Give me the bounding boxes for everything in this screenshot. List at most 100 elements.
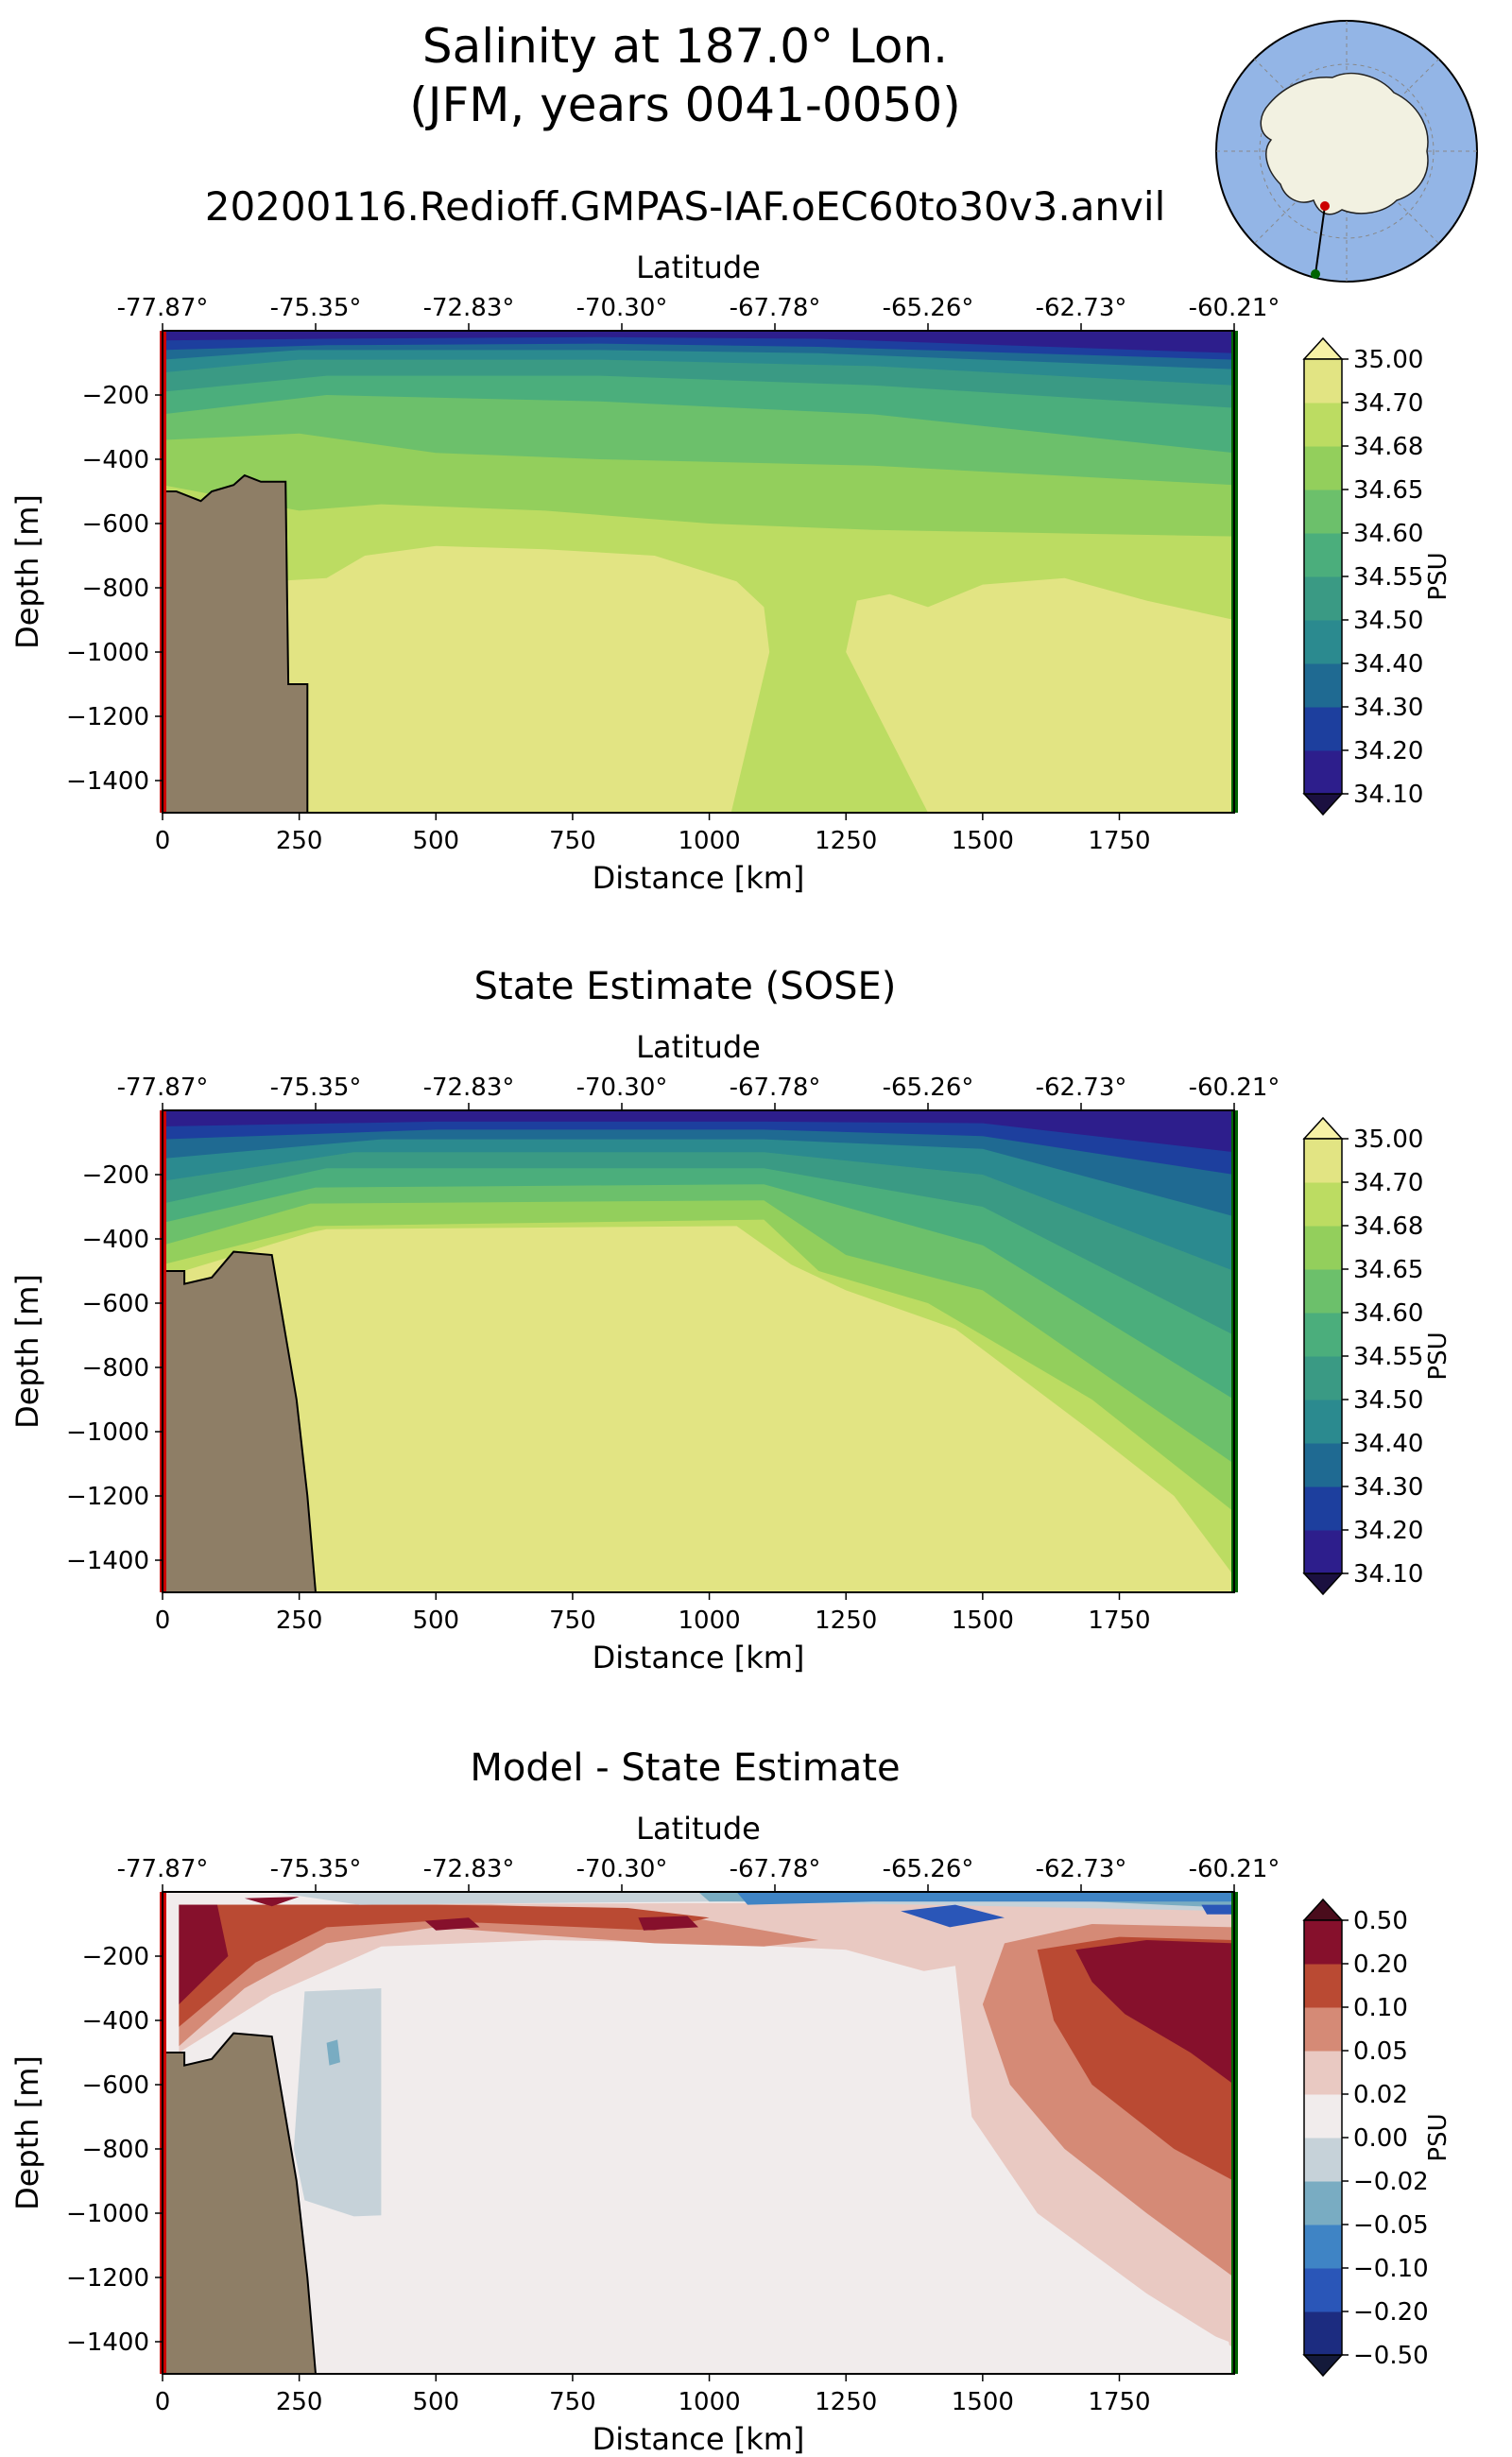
lat-tick-label: -75.35° — [270, 294, 362, 322]
colorbar-swatch — [1304, 1356, 1342, 1400]
colorbar-swatch — [1304, 663, 1342, 708]
colorbar-swatch — [1304, 1313, 1342, 1357]
x-tick-label: 1500 — [952, 827, 1014, 855]
x-axis-label: Distance [km] — [593, 1640, 805, 1675]
antarctica-landmass — [1260, 72, 1429, 215]
x-tick-label: 1500 — [952, 2388, 1014, 2416]
colorbar-swatch — [1304, 750, 1342, 795]
colorbar-label: PSU — [1424, 1332, 1452, 1380]
colorbar-swatch — [1304, 2181, 1342, 2225]
colorbar-swatch — [1304, 490, 1342, 534]
colorbar-tick-label: 34.60 — [1353, 1299, 1423, 1328]
x-tick-label: 750 — [549, 1606, 596, 1635]
colorbar-swatch — [1304, 2138, 1342, 2182]
run-name: 20200116.Redioff.GMPAS-IAF.oEC60to30v3.a… — [205, 183, 1166, 230]
plot-frame — [162, 1109, 1235, 1593]
colorbar-tick-label: 34.40 — [1353, 650, 1423, 679]
colorbar-tick-label: 0.10 — [1353, 1994, 1408, 2022]
lat-tick-label: -65.26° — [883, 1074, 974, 1102]
y-tick-label: −400 — [82, 1226, 149, 1254]
y-tick-label: −800 — [82, 2136, 149, 2164]
colorbar-tick-label: 35.00 — [1353, 346, 1423, 374]
seafloor-land — [163, 2032, 318, 2374]
colorbar-tick-label: 34.10 — [1353, 1560, 1423, 1589]
y-axis-label: Depth [m] — [9, 1274, 45, 1429]
panel-3: Model - State Estimate 0 250 500 750 1000 1250… — [9, 1746, 1452, 2457]
difference-region — [1075, 1940, 1234, 2085]
y-tick-label: −1000 — [66, 639, 149, 667]
y-tick-label: −600 — [82, 510, 149, 539]
figure-title-line2: (JFM, years 0041-0050) — [409, 77, 960, 132]
lat-tick-label: -62.73° — [1036, 294, 1127, 322]
colorbar-swatch — [1304, 707, 1342, 751]
colorbar-tick-label: 34.65 — [1353, 476, 1423, 505]
difference-region — [179, 1901, 1234, 2374]
x-tick-label: 750 — [549, 2388, 596, 2416]
panel-1: 0 250 500 750 1000 1250 1500 1750 Distance [km] -… — [9, 249, 1452, 896]
lat-tick-label: -67.78° — [730, 294, 821, 322]
difference-region — [638, 1916, 698, 1931]
colorbar-swatch — [1304, 1226, 1342, 1270]
inset-section-start — [1320, 201, 1330, 211]
colorbar-swatch — [1304, 446, 1342, 490]
colorbar-swatch — [1304, 1400, 1342, 1444]
colorbar-swatch — [1304, 533, 1342, 577]
colorbar-tick-label: 34.10 — [1353, 781, 1423, 809]
lat-tick-label: -62.73° — [1036, 1855, 1127, 1883]
colorbar-tick-label: 34.65 — [1353, 1256, 1423, 1284]
colorbar-tick-label: 0.50 — [1353, 1907, 1408, 1935]
colorbar-tick-label: 34.55 — [1353, 1343, 1423, 1371]
difference-region — [901, 1904, 1005, 1928]
lat-tick-label: -72.83° — [423, 294, 515, 322]
plot-frame — [162, 1891, 1235, 2375]
colorbar-swatch — [1304, 1964, 1342, 2008]
seafloor-land — [163, 1250, 318, 1592]
y-tick-label: −1400 — [66, 2328, 149, 2357]
y-tick-label: −600 — [82, 1290, 149, 1318]
lat-tick-label: -70.30° — [576, 294, 668, 322]
colorbar-extend-top — [1302, 1116, 1344, 1140]
colorbar: 0.50 0.20 0.10 0.05 0.02 0.00 −0.02 −0.05 −0.10 −… — [1302, 1898, 1452, 2378]
colorbar-tick-label: −0.20 — [1353, 2298, 1429, 2327]
y-tick-label: −200 — [82, 382, 149, 410]
lat-tick-label: -65.26° — [883, 294, 974, 322]
difference-region — [1201, 1904, 1234, 1915]
y-tick-label: −800 — [82, 1354, 149, 1383]
lat-tick-label: -77.87° — [117, 1855, 209, 1883]
x-tick-label: 250 — [276, 2388, 323, 2416]
plot-frame — [162, 330, 1235, 814]
colorbar-swatch — [1304, 2007, 1342, 2052]
figure-title-line1: Salinity at 187.0° Lon. — [422, 19, 948, 74]
lat-tick-label: -70.30° — [576, 1855, 668, 1883]
plot-area — [163, 1892, 1234, 2374]
colorbar-swatch — [1304, 620, 1342, 664]
lat-tick-label: -75.35° — [270, 1855, 362, 1883]
colorbar-swatch — [1304, 576, 1342, 621]
colorbar-swatch — [1304, 1139, 1342, 1183]
plot-area — [163, 1110, 1234, 1592]
lat-axis-label: Latitude — [636, 1811, 761, 1847]
panel-2: State Estimate (SOSE) 0 250 500 750 1000 1250 1… — [9, 965, 1452, 1675]
colorbar-tick-label: 35.00 — [1353, 1125, 1423, 1154]
lat-axis-label: Latitude — [636, 1029, 761, 1065]
salinity-band — [163, 1226, 1234, 1592]
colorbar: 35.00 34.70 34.68 34.65 34.60 34.55 34.50 34.40… — [1302, 336, 1452, 816]
colorbar-swatch — [1304, 2225, 1342, 2269]
colorbar-tick-label: 34.20 — [1353, 737, 1423, 765]
colorbar-tick-label: 0.00 — [1353, 2124, 1408, 2153]
lat-tick-label: -72.83° — [423, 1855, 515, 1883]
x-tick-label: 1000 — [678, 827, 740, 855]
colorbar-extend-bottom — [1302, 1572, 1344, 1596]
colorbar-tick-label: 34.50 — [1353, 1386, 1423, 1415]
x-axis-label: Distance [km] — [593, 860, 805, 896]
colorbar-swatch — [1304, 2094, 1342, 2139]
colorbar-tick-label: 0.20 — [1353, 1950, 1408, 1979]
colorbar-swatch — [1304, 2268, 1342, 2312]
x-tick-label: 1750 — [1088, 2388, 1150, 2416]
x-tick-label: 0 — [155, 1606, 171, 1635]
inset-grid-ring — [1259, 63, 1435, 239]
x-tick-label: 500 — [412, 827, 459, 855]
colorbar-extend-top — [1302, 336, 1344, 360]
x-tick-label: 1750 — [1088, 827, 1150, 855]
lat-tick-label: -77.87° — [117, 1074, 209, 1102]
